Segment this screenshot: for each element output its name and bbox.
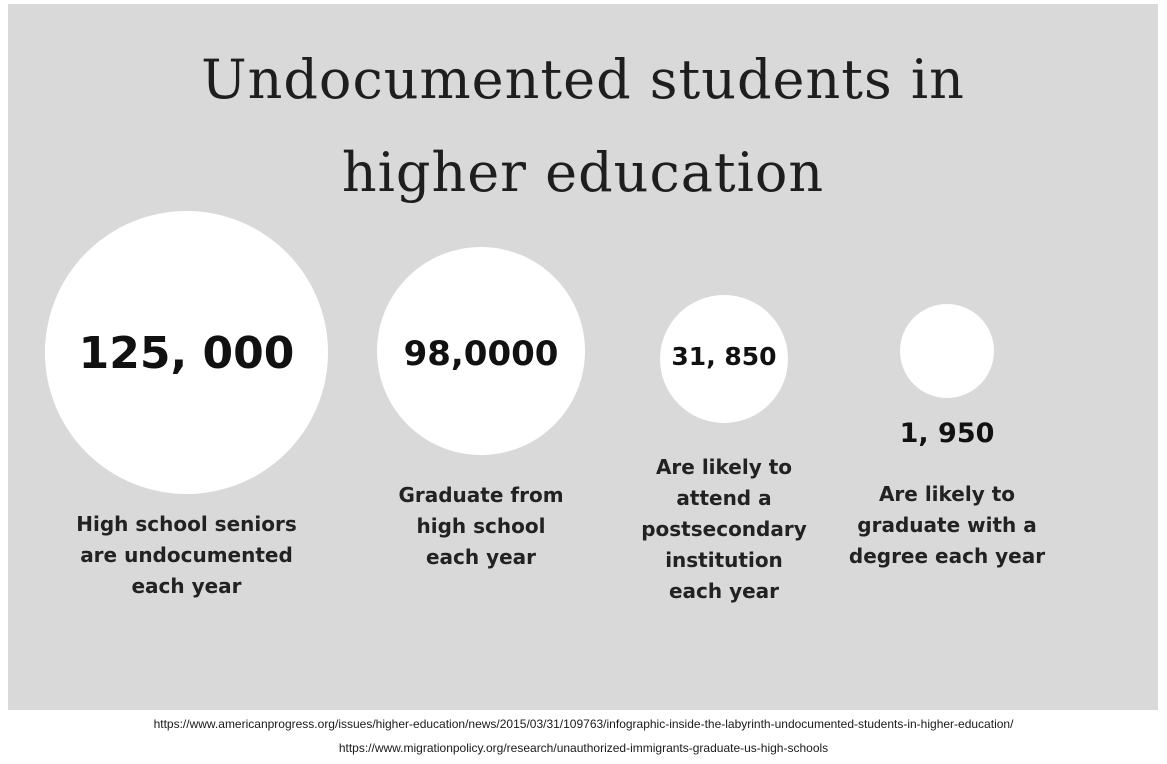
description-line: High school seniors: [76, 512, 297, 536]
stat-value-postsecondary: 31, 850: [671, 342, 777, 371]
stat-description-seniors: High school seniors are undocumented eac…: [30, 509, 343, 602]
stat-description-graduates: Graduate from high school each year: [361, 480, 601, 573]
description-line: Are likely to: [878, 482, 1016, 506]
source-link-american-progress[interactable]: https://www.americanprogress.org/issues/…: [153, 717, 1014, 731]
description-line: each year: [668, 579, 780, 603]
description-line: Are likely to: [655, 455, 793, 479]
description-line: Graduate from: [398, 483, 564, 507]
stat-value-degree: 1, 950: [899, 418, 995, 449]
stat-value-seniors: 125, 000: [78, 328, 295, 379]
stat-value-graduates: 98,0000: [403, 334, 559, 374]
description-line: degree each year: [848, 544, 1046, 568]
description-line: are undocumented: [80, 543, 293, 567]
description-line: graduate with a: [857, 513, 1037, 537]
source-link-migration-policy[interactable]: https://www.migrationpolicy.org/research…: [338, 741, 829, 755]
title-line-1: Undocumented students in: [201, 48, 965, 111]
stat-circle-seniors: [45, 211, 328, 494]
description-line: each year: [425, 545, 537, 569]
description-line: attend a: [676, 486, 772, 510]
description-line: postsecondary: [641, 517, 807, 541]
description-line: each year: [131, 574, 242, 598]
stat-circle-degree: [900, 304, 994, 398]
stat-description-postsecondary: Are likely to attend a postsecondary ins…: [634, 452, 814, 607]
title-line-2: higher education: [341, 141, 825, 204]
description-line: high school: [416, 514, 546, 538]
description-line: institution: [665, 548, 783, 572]
stat-circle-graduates: [377, 247, 585, 455]
stat-description-degree: Are likely to graduate with a degree eac…: [847, 479, 1047, 572]
stat-circle-postsecondary: [660, 295, 788, 423]
